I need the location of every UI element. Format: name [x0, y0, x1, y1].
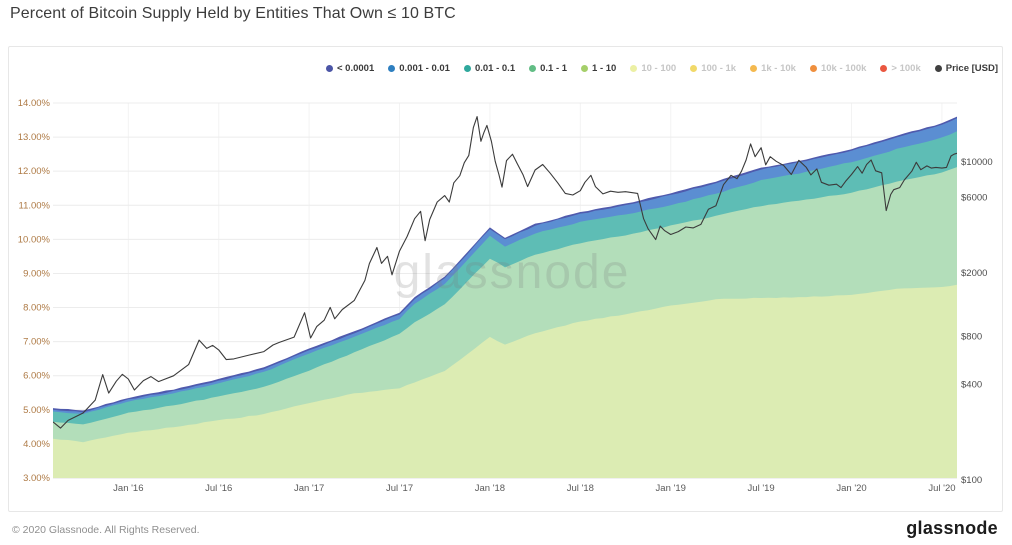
- legend-swatch-icon: [463, 65, 471, 72]
- y-left-tick: 14.00%: [18, 98, 51, 109]
- stacked-areas: [53, 116, 957, 478]
- legend-item-0-0001[interactable]: < 0.0001: [326, 63, 374, 74]
- legend-item-1-10[interactable]: 1 - 10: [581, 63, 616, 74]
- legend-label: 1 - 10: [592, 63, 617, 74]
- legend-swatch-icon: [750, 65, 758, 72]
- y-left-tick: 12.00%: [18, 166, 51, 177]
- y-right-tick: $2000: [961, 268, 987, 279]
- price-line: [53, 116, 957, 429]
- copyright-text: © 2020 Glassnode. All Rights Reserved.: [12, 524, 200, 536]
- y-right-tick: $6000: [961, 192, 987, 203]
- legend-item-10-100[interactable]: 10 - 100: [630, 63, 676, 74]
- legend-label: < 0.0001: [337, 63, 375, 74]
- y-left-tick: 9.00%: [23, 268, 50, 279]
- x-axis-tick: Jul '17: [386, 483, 413, 494]
- legend-item-100-1k[interactable]: 100 - 1k: [690, 63, 736, 74]
- y-left-tick: 11.00%: [18, 200, 50, 211]
- axis-labels: 14.00% 13.00% 12.00% 11.00% 10.00% 9.00% 8.00%…: [18, 98, 993, 494]
- x-axis-tick: Jan '20: [836, 483, 866, 494]
- legend-swatch-icon: [388, 65, 396, 72]
- y-left-tick: 8.00%: [23, 303, 50, 314]
- legend-item-100k[interactable]: > 100k: [880, 63, 921, 74]
- area-band-1-10: [53, 284, 957, 478]
- x-axis-tick: Jul '19: [748, 483, 775, 494]
- legend-item-0-001-0-01[interactable]: 0.001 - 0.01: [388, 63, 450, 74]
- x-axis-tick: Jan '16: [113, 483, 143, 494]
- legend-label: > 100k: [891, 63, 921, 74]
- legend-item-price-usd[interactable]: Price [USD]: [934, 63, 998, 74]
- legend-label: 100 - 1k: [701, 63, 737, 74]
- legend-label: 0.001 - 0.01: [399, 63, 450, 74]
- legend-label: Price [USD]: [945, 63, 998, 74]
- y-left-tick: 6.00%: [23, 371, 50, 382]
- legend-item-0-1-1[interactable]: 0.1 - 1: [529, 63, 567, 74]
- legend-item-0-01-0-1[interactable]: 0.01 - 0.1: [463, 63, 516, 74]
- legend-label: 10k - 100k: [820, 63, 867, 74]
- legend-swatch-icon: [690, 65, 698, 72]
- y-left-tick: 10.00%: [18, 234, 51, 245]
- legend-swatch-icon: [934, 65, 942, 72]
- y-left-tick: 13.00%: [18, 132, 51, 143]
- legend-swatch-icon: [326, 65, 333, 72]
- legend-swatch-icon: [581, 65, 589, 72]
- legend-swatch-icon: [630, 65, 638, 72]
- legend-label: 1k - 10k: [761, 63, 796, 74]
- y-right-tick: $100: [961, 475, 982, 486]
- y-right-tick: $10000: [961, 157, 993, 168]
- x-axis-tick: Jan '19: [656, 483, 686, 494]
- x-axis-tick: Jul '18: [567, 483, 594, 494]
- legend-label: 0.01 - 0.1: [474, 63, 516, 74]
- chart-title: Percent of Bitcoin Supply Held by Entiti…: [10, 5, 456, 22]
- y-left-tick: 7.00%: [23, 337, 50, 348]
- glassnode-logo[interactable]: glassnode: [906, 518, 998, 538]
- legend-swatch-icon: [809, 65, 817, 72]
- y-left-tick: 5.00%: [23, 405, 50, 416]
- legend-swatch-icon: [880, 65, 888, 72]
- legend-swatch-icon: [529, 65, 537, 72]
- legend-item-10k-100k[interactable]: 10k - 100k: [809, 63, 867, 74]
- legend-label: 0.1 - 1: [540, 63, 568, 74]
- y-left-tick: 3.00%: [23, 473, 50, 484]
- y-right-tick: $400: [961, 379, 982, 390]
- legend-item-1k-10k[interactable]: 1k - 10k: [750, 63, 796, 74]
- x-axis-tick: Jan '18: [475, 483, 505, 494]
- x-axis-tick: Jul '20: [928, 483, 955, 494]
- legend: < 0.0001 0.001 - 0.01 0.01 - 0.1 0.1 - 1 1 -…: [326, 63, 998, 74]
- y-right-tick: $800: [961, 331, 982, 342]
- y-left-tick: 4.00%: [23, 439, 50, 450]
- x-axis-tick: Jan '17: [294, 483, 324, 494]
- legend-label: 10 - 100: [641, 63, 677, 74]
- x-axis-tick: Jul '16: [205, 483, 232, 494]
- watermark: glassnode: [394, 246, 631, 299]
